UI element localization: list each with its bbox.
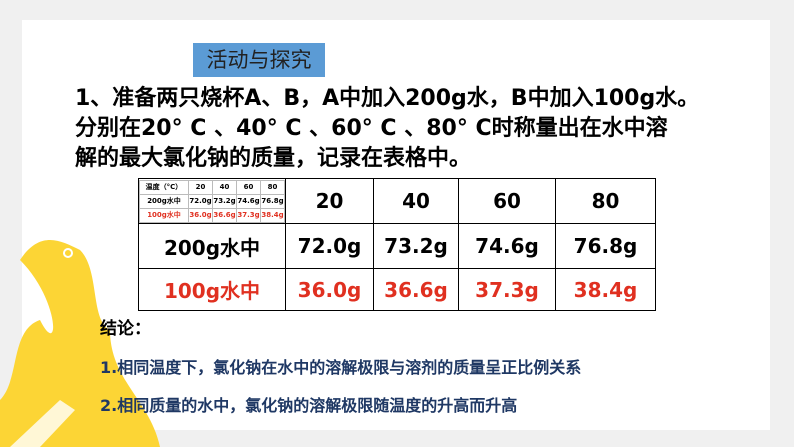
cell: 76.8g: [555, 223, 656, 269]
cell: 37.3g: [236, 207, 261, 223]
cell: 73.2g: [373, 223, 459, 269]
cell: 36.0g: [188, 207, 213, 223]
cell: 40: [212, 179, 237, 195]
cell: 36.6g: [212, 207, 237, 223]
cell: 72.0g: [188, 193, 213, 209]
cell: 38.4g: [555, 268, 656, 311]
question-line: 分别在20° C 、40° C 、60° C 、80° C时称量出在水中溶: [75, 116, 668, 141]
cell: 温度（°C）: [139, 179, 189, 195]
question-text: 1、准备两只烧杯A、B，A中加入200g水，B中加入100g水。 分别在20° …: [75, 84, 699, 174]
header-cell: 20: [285, 178, 374, 224]
cell: 37.3g: [458, 268, 556, 311]
header-cell: 60: [458, 178, 556, 224]
cell: 200g水中: [139, 193, 189, 209]
row-label: 200g水中: [138, 223, 286, 269]
cell: 73.2g: [212, 193, 237, 209]
activity-title: 活动与探究: [193, 43, 325, 77]
question-line: 解的最大氯化钠的质量，记录在表格中。: [75, 146, 472, 171]
conclusion-line-1: 1.相同温度下，氯化钠在水中的溶解极限与溶剂的质量呈正比例关系: [100, 358, 582, 377]
mini-table: 温度（°C） 20 40 60 80 200g水中 72.0g 73.2g 74.6g 76.8…: [139, 179, 285, 223]
header-cell: 80: [555, 178, 656, 224]
cell: 74.6g: [458, 223, 556, 269]
conclusion-label: 结论：: [100, 319, 151, 339]
cell: 20: [188, 179, 213, 195]
cell: 76.8g: [260, 193, 285, 209]
mini-table-cell: 温度（°C） 20 40 60 80 200g水中 72.0g 73.2g 74.6g 76.8…: [138, 178, 286, 224]
cell: 74.6g: [236, 193, 261, 209]
row-label: 100g水中: [138, 268, 286, 311]
cell: 60: [236, 179, 261, 195]
header-cell: 40: [373, 178, 459, 224]
cell: 36.6g: [373, 268, 459, 311]
cell: 100g水中: [139, 207, 189, 223]
conclusion-line-2: 2.相同质量的水中，氯化钠的溶解极限随温度的升高而升高: [100, 396, 518, 415]
data-table: 温度（°C） 20 40 60 80 200g水中 72.0g 73.2g 74.6g 76.8…: [138, 178, 656, 311]
cell: 36.0g: [285, 268, 374, 311]
cell: 38.4g: [260, 207, 285, 223]
question-line: 1、准备两只烧杯A、B，A中加入200g水，B中加入100g水。: [75, 86, 700, 111]
cell: 80: [260, 179, 285, 195]
cell: 72.0g: [285, 223, 374, 269]
